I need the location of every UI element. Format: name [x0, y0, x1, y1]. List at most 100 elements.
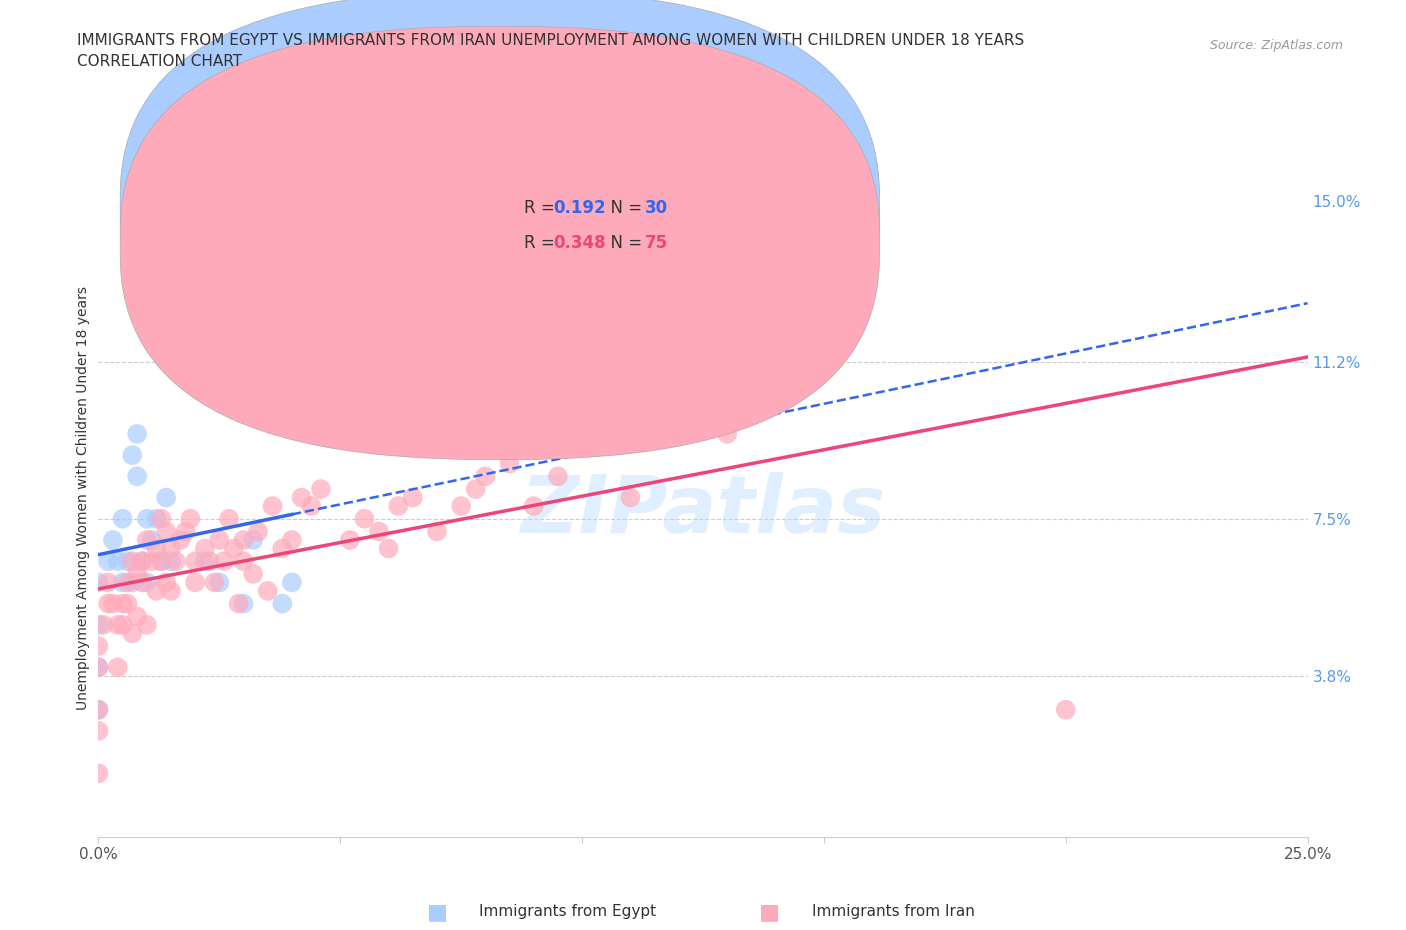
Point — [232, 596, 254, 611]
Point — [339, 533, 361, 548]
Point — [160, 583, 183, 598]
Point — [222, 541, 245, 556]
Point — [155, 525, 177, 539]
Point — [450, 498, 472, 513]
Point — [107, 660, 129, 675]
Point — [131, 575, 153, 590]
Point — [87, 660, 110, 675]
Point — [523, 498, 546, 513]
Point — [464, 482, 486, 497]
Point — [184, 553, 207, 568]
Point — [101, 596, 124, 611]
Point — [179, 512, 201, 526]
Point — [169, 533, 191, 548]
Point — [174, 525, 197, 539]
Point — [150, 512, 173, 526]
Point — [212, 553, 235, 568]
Point — [160, 553, 183, 568]
Point — [87, 575, 110, 590]
Point — [131, 553, 153, 568]
Point — [87, 724, 110, 738]
Text: Immigrants from Egypt: Immigrants from Egypt — [479, 904, 657, 919]
Point — [87, 702, 110, 717]
Point — [111, 596, 134, 611]
Point — [474, 469, 496, 484]
FancyBboxPatch shape — [467, 179, 800, 267]
Point — [329, 299, 352, 314]
Point — [150, 553, 173, 568]
Point — [97, 596, 120, 611]
Point — [145, 512, 167, 526]
Point — [117, 553, 139, 568]
Point — [121, 575, 143, 590]
Point — [547, 469, 569, 484]
Text: IMMIGRANTS FROM EGYPT VS IMMIGRANTS FROM IRAN UNEMPLOYMENT AMONG WOMEN WITH CHIL: IMMIGRANTS FROM EGYPT VS IMMIGRANTS FROM… — [77, 33, 1025, 47]
Point — [141, 553, 163, 568]
Point — [208, 575, 231, 590]
Point — [271, 596, 294, 611]
FancyBboxPatch shape — [120, 0, 880, 424]
Text: Source: ZipAtlas.com: Source: ZipAtlas.com — [1209, 39, 1343, 52]
Point — [160, 541, 183, 556]
Point — [571, 320, 593, 336]
Point — [117, 575, 139, 590]
Point — [121, 626, 143, 641]
Point — [184, 299, 207, 314]
Point — [174, 278, 197, 293]
Point — [131, 553, 153, 568]
Point — [121, 447, 143, 462]
Point — [135, 575, 157, 590]
Point — [111, 575, 134, 590]
Text: R =: R = — [524, 199, 560, 217]
Point — [165, 553, 187, 568]
Point — [87, 766, 110, 781]
Text: 30: 30 — [645, 199, 668, 217]
Point — [309, 482, 332, 497]
Point — [353, 512, 375, 526]
Text: Immigrants from Iran: Immigrants from Iran — [811, 904, 974, 919]
Point — [127, 469, 149, 484]
Point — [426, 525, 449, 539]
Point — [368, 525, 391, 539]
Point — [198, 553, 221, 568]
Point — [194, 553, 217, 568]
Point — [377, 541, 399, 556]
Point — [281, 533, 304, 548]
Text: ZIPatlas: ZIPatlas — [520, 472, 886, 551]
Point — [127, 609, 149, 624]
Text: 0.348: 0.348 — [553, 234, 606, 252]
Text: R =: R = — [524, 234, 560, 252]
Point — [87, 702, 110, 717]
Point — [87, 660, 110, 675]
Point — [127, 427, 149, 442]
Point — [107, 553, 129, 568]
Point — [194, 541, 217, 556]
Point — [247, 525, 270, 539]
Point — [135, 512, 157, 526]
Point — [1054, 702, 1077, 717]
Point — [111, 618, 134, 632]
Text: N =: N = — [600, 234, 648, 252]
Point — [290, 490, 312, 505]
Text: 0.192: 0.192 — [553, 199, 606, 217]
Point — [498, 457, 520, 472]
Point — [228, 596, 250, 611]
Point — [619, 490, 641, 505]
Point — [97, 553, 120, 568]
Y-axis label: Unemployment Among Women with Children Under 18 years: Unemployment Among Women with Children U… — [76, 286, 90, 710]
Point — [117, 596, 139, 611]
Point — [97, 575, 120, 590]
Point — [242, 533, 264, 548]
Text: 75: 75 — [645, 234, 668, 252]
Point — [281, 575, 304, 590]
Point — [262, 498, 284, 513]
Text: CORRELATION CHART: CORRELATION CHART — [77, 54, 242, 69]
Point — [141, 533, 163, 548]
Point — [127, 566, 149, 581]
Point — [145, 541, 167, 556]
Point — [299, 498, 322, 513]
Point — [204, 575, 226, 590]
Text: N =: N = — [600, 199, 648, 217]
Point — [155, 490, 177, 505]
Point — [256, 583, 278, 598]
